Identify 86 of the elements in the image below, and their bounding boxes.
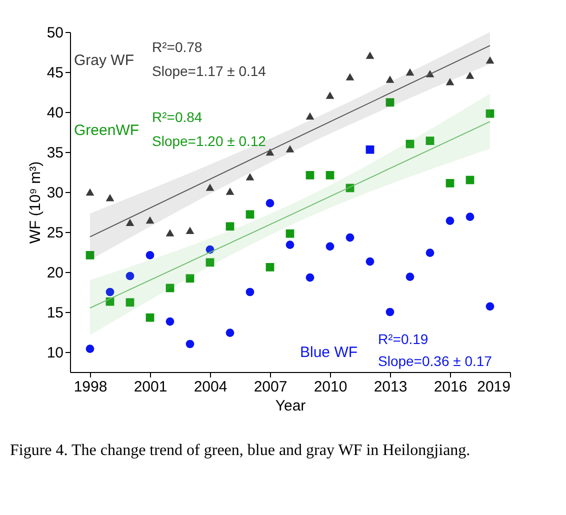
point bbox=[186, 226, 194, 234]
x-tick-label: 2010 bbox=[314, 378, 348, 396]
y-tick-label: 15 bbox=[46, 304, 64, 322]
point bbox=[446, 78, 454, 86]
point bbox=[106, 194, 114, 202]
point bbox=[266, 263, 274, 272]
y-tick-label: 40 bbox=[46, 104, 64, 122]
point bbox=[406, 272, 414, 281]
point bbox=[406, 68, 414, 76]
point bbox=[286, 229, 294, 238]
point bbox=[126, 218, 134, 226]
x-tick-label: 2001 bbox=[134, 378, 168, 396]
y-tick-label: 35 bbox=[46, 144, 64, 162]
point bbox=[106, 288, 114, 296]
point bbox=[86, 188, 94, 196]
point bbox=[246, 288, 254, 296]
y-tick-label: 20 bbox=[46, 264, 64, 282]
point bbox=[166, 284, 174, 292]
point bbox=[306, 171, 314, 180]
point bbox=[306, 273, 314, 282]
point bbox=[466, 176, 474, 184]
point bbox=[206, 184, 214, 191]
y-tick-label: 10 bbox=[46, 344, 64, 362]
point bbox=[406, 140, 414, 148]
point bbox=[266, 199, 274, 208]
point bbox=[346, 233, 354, 242]
point bbox=[146, 313, 154, 322]
point bbox=[486, 56, 494, 64]
x-tick-label: 2007 bbox=[254, 378, 288, 396]
point bbox=[146, 251, 154, 260]
x-tick-label: 2004 bbox=[194, 378, 228, 396]
point bbox=[466, 72, 474, 79]
y-tick-label: 50 bbox=[46, 24, 64, 42]
y-tick-label: 25 bbox=[46, 224, 64, 242]
point bbox=[366, 52, 374, 59]
point bbox=[426, 248, 434, 257]
point bbox=[166, 229, 174, 236]
x-tick-label: 1998 bbox=[74, 378, 108, 396]
point bbox=[186, 274, 194, 283]
annotation: R²=0.84 bbox=[152, 109, 202, 125]
point bbox=[286, 145, 294, 152]
annotation: Slope=0.36 ± 0.17 bbox=[378, 353, 492, 369]
point bbox=[306, 112, 314, 120]
point bbox=[206, 258, 214, 267]
point bbox=[226, 328, 234, 337]
point bbox=[426, 136, 434, 145]
annotation: R²=0.78 bbox=[152, 39, 202, 55]
y-tick-label: 45 bbox=[46, 64, 64, 82]
point bbox=[326, 171, 334, 180]
point bbox=[486, 302, 494, 311]
point bbox=[246, 210, 254, 219]
point bbox=[466, 212, 474, 221]
text: Gray WF bbox=[74, 52, 134, 69]
point bbox=[346, 73, 354, 80]
point bbox=[86, 251, 94, 260]
point bbox=[286, 240, 294, 249]
y-tick-label: 30 bbox=[46, 184, 64, 202]
caption: Figure 4. The change trend of green, blue and gray WF in Heilongjiang. bbox=[10, 442, 470, 459]
annotation: Slope=1.20 ± 0.12 bbox=[152, 133, 266, 149]
point bbox=[126, 272, 134, 280]
y-axis-title: WF (10⁹ m³) bbox=[26, 161, 44, 244]
point bbox=[166, 317, 174, 326]
text: Blue WF bbox=[300, 344, 358, 361]
point bbox=[386, 98, 394, 107]
point bbox=[246, 173, 254, 180]
point bbox=[486, 109, 494, 118]
point bbox=[446, 179, 454, 188]
point bbox=[366, 257, 374, 266]
point bbox=[146, 216, 154, 224]
point bbox=[126, 298, 134, 307]
x-axis-title: Year bbox=[275, 398, 306, 414]
point bbox=[326, 92, 334, 99]
point bbox=[326, 242, 334, 251]
point bbox=[446, 216, 454, 225]
point bbox=[86, 344, 94, 353]
point bbox=[386, 308, 394, 316]
annotation: Slope=1.17 ± 0.14 bbox=[152, 63, 266, 79]
x-tick-label: 2016 bbox=[434, 378, 468, 396]
annotation: R²=0.19 bbox=[378, 331, 428, 347]
point bbox=[386, 76, 394, 83]
point bbox=[186, 340, 194, 348]
x-tick-label: 2019 bbox=[477, 378, 510, 396]
point bbox=[226, 188, 234, 195]
text: GreenWF bbox=[74, 122, 140, 139]
x-tick-label: 2013 bbox=[374, 378, 408, 396]
point bbox=[226, 222, 234, 231]
